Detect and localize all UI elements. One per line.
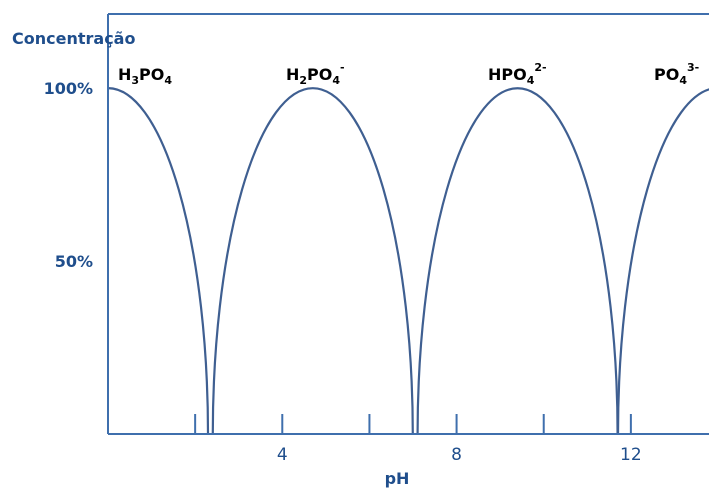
y-axis-label: Concentração [12,29,135,48]
species-label-3: PO43- [654,61,699,87]
species-label-1: H2PO4- [286,61,345,87]
x-tick-labels: 4 8 12 [277,445,642,465]
x-tick-label: 8 [451,445,462,465]
species-curve-2 [416,87,619,434]
x-tick-label: 4 [277,445,288,465]
x-tick-label: 12 [620,445,642,465]
species-curve-0 [108,86,210,434]
species-curve-1 [211,86,414,434]
y-tick-labels: 100% 50% [44,79,93,271]
y-tick-label: 100% [44,79,93,98]
x-axis-label: pH [385,469,410,488]
species-label-0: H3PO4 [118,65,172,87]
species-curves [108,86,709,434]
species-label-2: HPO42- [488,61,547,87]
y-tick-label: 50% [55,252,93,271]
species-labels: H3PO4 H2PO4- HPO42- PO43- [118,61,699,87]
species-curve-3 [616,88,709,434]
axes [107,13,709,435]
